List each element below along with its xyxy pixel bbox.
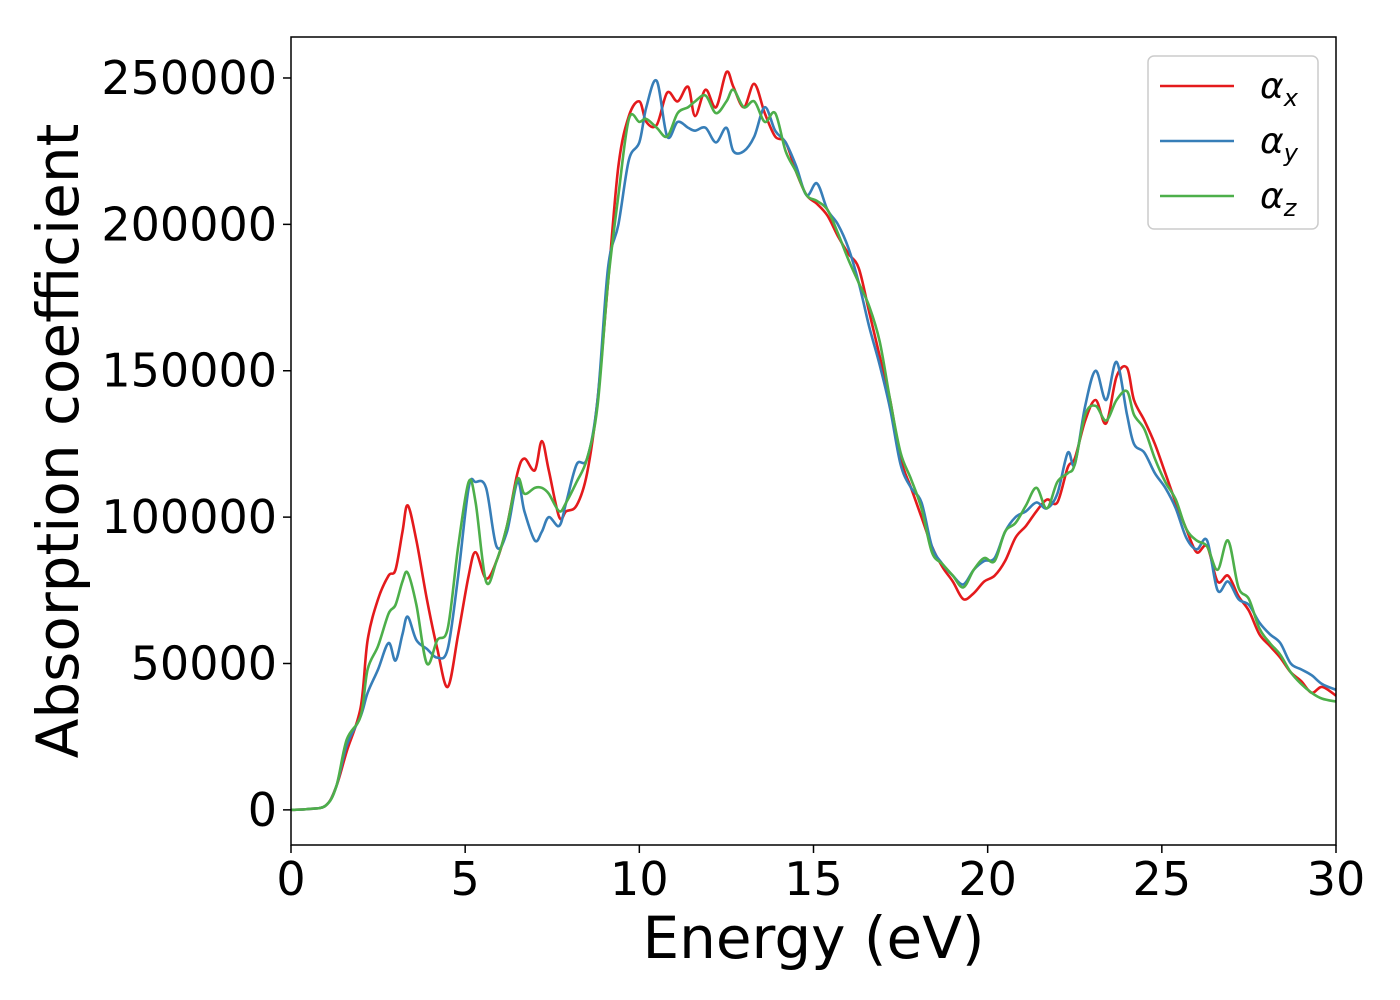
y-tick-label: 200000 (101, 197, 277, 251)
x-tick-label: 0 (276, 852, 305, 906)
series-line-y (290, 78, 1337, 812)
y-tick-label: 150000 (101, 344, 277, 398)
legend-symbol: α (1260, 66, 1284, 107)
x-tick-label: 5 (451, 852, 480, 906)
legend-symbol: α (1260, 176, 1284, 217)
y-axis-label: Absorption coefficient (24, 124, 92, 759)
y-axis-ticks: 0 50000 100000 150000 200000 250000 (101, 51, 291, 837)
y-tick-label: 100000 (101, 490, 277, 544)
series-line-z (290, 88, 1337, 812)
legend-subscript: y (1283, 139, 1299, 167)
legend-symbol: α (1260, 121, 1284, 162)
y-tick-label: 50000 (131, 636, 277, 690)
y-tick-label: 0 (248, 783, 277, 837)
legend-subscript: z (1283, 194, 1298, 222)
legend-label-x: αx (1260, 66, 1299, 112)
legend-label-z: αz (1260, 176, 1298, 222)
legend-label-y: αy (1260, 121, 1299, 167)
y-tick-label: 250000 (101, 51, 277, 105)
x-tick-label: 20 (958, 852, 1017, 906)
legend-subscript: x (1283, 84, 1299, 112)
series-layer (290, 70, 1337, 812)
x-tick-label: 25 (1133, 852, 1192, 906)
x-tick-label: 10 (610, 852, 669, 906)
x-axis-label: Energy (eV) (642, 904, 984, 972)
x-tick-label: 30 (1307, 852, 1366, 906)
x-axis-ticks: 0 5 10 15 20 25 30 (276, 845, 1365, 906)
x-tick-label: 15 (784, 852, 843, 906)
legend-box (1147, 55, 1319, 230)
